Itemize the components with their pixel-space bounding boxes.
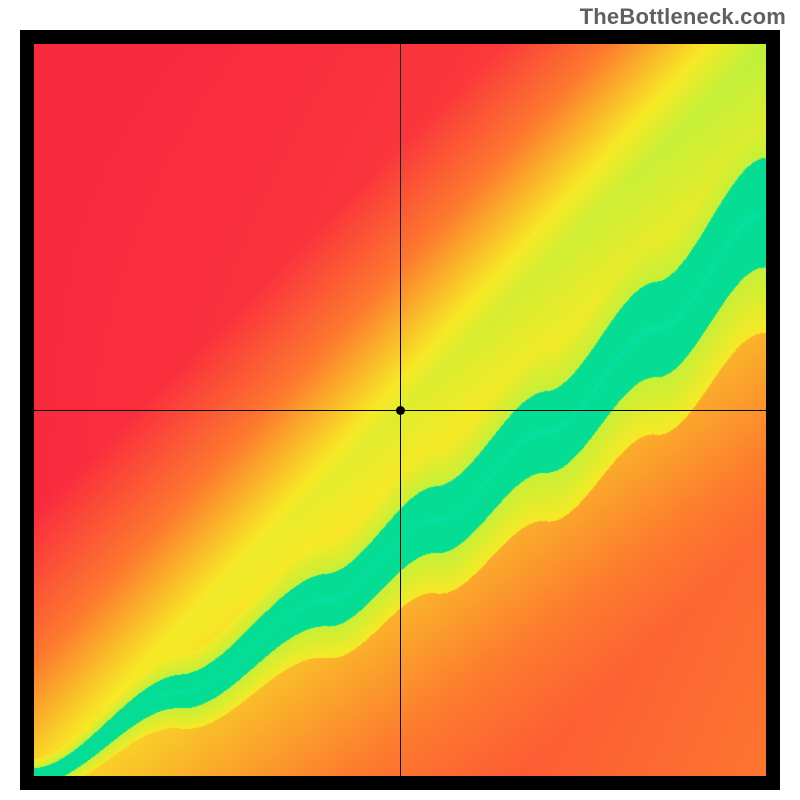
plot-frame (20, 30, 780, 790)
crosshair-marker (396, 406, 405, 415)
chart-container: TheBottleneck.com (0, 0, 800, 800)
watermark-text: TheBottleneck.com (580, 4, 786, 30)
